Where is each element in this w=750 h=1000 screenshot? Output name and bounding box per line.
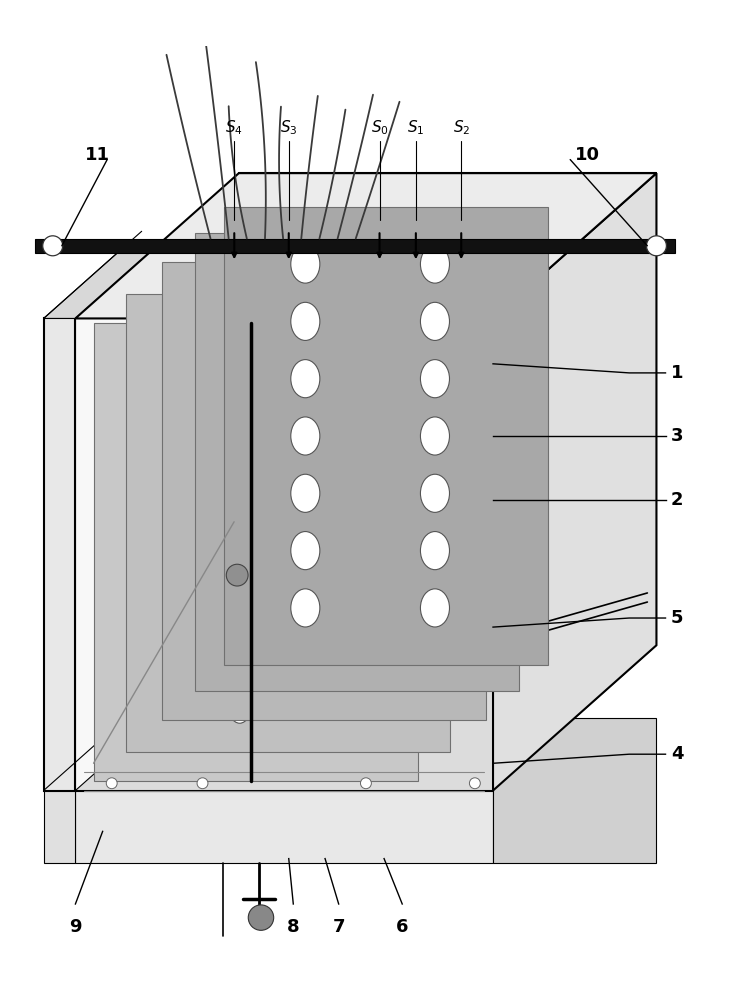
Ellipse shape xyxy=(262,615,290,653)
Circle shape xyxy=(361,778,371,789)
Polygon shape xyxy=(44,246,157,318)
Polygon shape xyxy=(493,173,656,791)
Ellipse shape xyxy=(358,529,388,568)
Ellipse shape xyxy=(391,500,420,539)
Ellipse shape xyxy=(262,328,290,367)
Ellipse shape xyxy=(229,644,258,682)
Ellipse shape xyxy=(421,532,449,570)
Polygon shape xyxy=(44,318,76,791)
Text: 5: 5 xyxy=(671,609,683,627)
Ellipse shape xyxy=(229,529,258,568)
Ellipse shape xyxy=(391,328,420,367)
Ellipse shape xyxy=(291,474,320,512)
Ellipse shape xyxy=(262,500,290,539)
Circle shape xyxy=(43,236,63,256)
Ellipse shape xyxy=(421,360,449,398)
Ellipse shape xyxy=(262,558,290,596)
Ellipse shape xyxy=(194,454,220,498)
Circle shape xyxy=(226,564,248,586)
Ellipse shape xyxy=(229,358,258,396)
Text: 2: 2 xyxy=(671,491,683,509)
Ellipse shape xyxy=(291,589,320,627)
Text: 10: 10 xyxy=(574,146,600,164)
Circle shape xyxy=(248,905,274,930)
Ellipse shape xyxy=(227,680,253,723)
Ellipse shape xyxy=(227,374,253,418)
Text: $S_{4}$: $S_{4}$ xyxy=(226,118,243,137)
Ellipse shape xyxy=(391,386,420,424)
Ellipse shape xyxy=(291,360,320,398)
Text: 1: 1 xyxy=(671,364,683,382)
Ellipse shape xyxy=(391,615,420,653)
Text: 3: 3 xyxy=(671,427,683,445)
Ellipse shape xyxy=(262,443,290,481)
Text: 7: 7 xyxy=(332,918,345,936)
Circle shape xyxy=(646,236,667,256)
Ellipse shape xyxy=(358,472,388,510)
Polygon shape xyxy=(76,791,493,863)
Ellipse shape xyxy=(227,476,253,519)
Circle shape xyxy=(470,778,480,789)
Polygon shape xyxy=(224,207,548,665)
Polygon shape xyxy=(34,239,674,253)
Polygon shape xyxy=(126,294,450,752)
Text: 6: 6 xyxy=(396,918,409,936)
Polygon shape xyxy=(493,718,656,863)
Ellipse shape xyxy=(227,527,253,570)
Ellipse shape xyxy=(194,505,220,549)
Ellipse shape xyxy=(358,587,388,625)
Polygon shape xyxy=(76,173,656,318)
Ellipse shape xyxy=(291,532,320,570)
Ellipse shape xyxy=(194,658,220,701)
Ellipse shape xyxy=(391,443,420,481)
Text: $S_{0}$: $S_{0}$ xyxy=(370,118,388,137)
Ellipse shape xyxy=(262,271,290,309)
Ellipse shape xyxy=(421,417,449,455)
Ellipse shape xyxy=(229,415,258,453)
Polygon shape xyxy=(195,233,519,691)
Circle shape xyxy=(197,778,208,789)
Ellipse shape xyxy=(421,589,449,627)
Ellipse shape xyxy=(229,300,258,338)
Polygon shape xyxy=(94,323,418,781)
Polygon shape xyxy=(76,318,493,791)
Ellipse shape xyxy=(358,415,388,453)
Ellipse shape xyxy=(421,474,449,512)
Polygon shape xyxy=(76,645,656,791)
Ellipse shape xyxy=(291,302,320,340)
Ellipse shape xyxy=(358,358,388,396)
Ellipse shape xyxy=(262,386,290,424)
Ellipse shape xyxy=(358,644,388,682)
Text: 9: 9 xyxy=(69,918,82,936)
Ellipse shape xyxy=(229,587,258,625)
Ellipse shape xyxy=(291,245,320,283)
Ellipse shape xyxy=(227,578,253,621)
Text: $S_{1}$: $S_{1}$ xyxy=(407,118,424,137)
Ellipse shape xyxy=(194,352,220,396)
Ellipse shape xyxy=(358,300,388,338)
Ellipse shape xyxy=(421,302,449,340)
Ellipse shape xyxy=(229,472,258,510)
Ellipse shape xyxy=(194,607,220,650)
Ellipse shape xyxy=(227,323,253,367)
Ellipse shape xyxy=(227,629,253,672)
Ellipse shape xyxy=(391,271,420,309)
Ellipse shape xyxy=(194,556,220,599)
Ellipse shape xyxy=(194,403,220,447)
Circle shape xyxy=(106,778,117,789)
Ellipse shape xyxy=(291,417,320,455)
Polygon shape xyxy=(162,262,486,720)
Text: $S_{3}$: $S_{3}$ xyxy=(280,118,298,137)
Ellipse shape xyxy=(421,245,449,283)
Text: 4: 4 xyxy=(671,745,683,763)
Ellipse shape xyxy=(391,558,420,596)
Text: $S_{2}$: $S_{2}$ xyxy=(452,118,470,137)
Polygon shape xyxy=(44,791,76,863)
Text: 8: 8 xyxy=(287,918,299,936)
Text: 11: 11 xyxy=(85,146,109,164)
Ellipse shape xyxy=(194,709,220,752)
Ellipse shape xyxy=(227,425,253,469)
